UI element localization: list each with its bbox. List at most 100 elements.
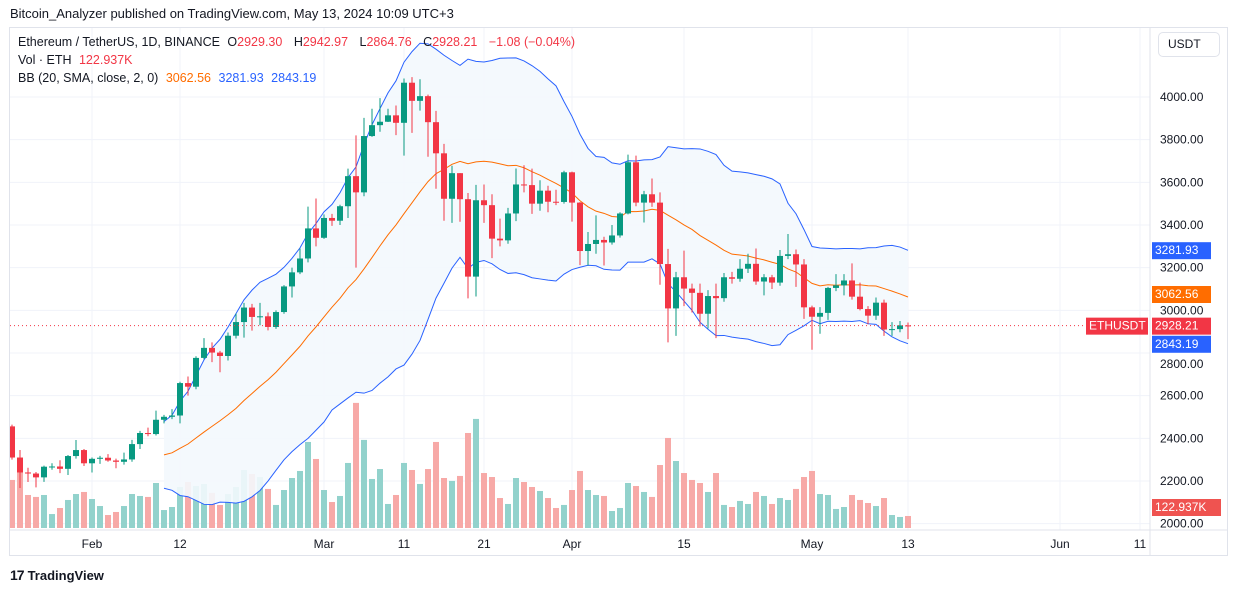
candle-body	[673, 277, 679, 309]
candle-body	[25, 472, 31, 474]
candle-body	[385, 115, 391, 122]
candle-body	[841, 280, 847, 286]
volume-bar	[833, 508, 839, 528]
candle-body	[257, 316, 263, 318]
tradingview-logo[interactable]: 17 TradingView	[10, 567, 104, 583]
candle	[881, 299, 887, 336]
candle-body	[337, 206, 343, 221]
change-value: −1.08 (−0.04%)	[488, 35, 576, 49]
volume-bar	[577, 470, 583, 528]
candle	[841, 274, 847, 296]
candle	[305, 206, 311, 263]
candle	[537, 180, 543, 211]
candle	[609, 224, 615, 245]
symbol-title[interactable]: Ethereum / TetherUS, 1D, BINANCE	[18, 35, 220, 49]
open-label: O	[227, 35, 238, 49]
bb-upper-line	[163, 42, 909, 422]
candle	[17, 450, 23, 489]
candle-body	[185, 383, 191, 387]
candle-body	[585, 243, 591, 252]
volume-bar	[609, 511, 615, 528]
volume-bar	[161, 510, 167, 528]
currency-button[interactable]: USDT	[1158, 32, 1220, 57]
volume-bar	[529, 486, 535, 528]
bb-basis-tag: 3062.56	[1155, 287, 1199, 301]
candle	[129, 439, 135, 462]
volume-bar	[137, 495, 143, 528]
candle	[873, 297, 879, 320]
candle-body	[225, 335, 231, 356]
candle-body	[417, 96, 423, 101]
volume-bar	[897, 516, 903, 528]
candle-body	[409, 82, 415, 101]
bb-basis-tag-bg	[1152, 286, 1211, 303]
candle-body	[641, 194, 647, 203]
volume-bar	[337, 495, 343, 528]
volume-bar	[105, 515, 111, 528]
volume-bar	[801, 477, 807, 528]
last-price-tag: 2928.21	[1155, 319, 1199, 333]
x-tick-label: 12	[173, 537, 187, 551]
volume-bar	[249, 473, 255, 528]
volume-bar	[49, 514, 55, 528]
candle-body	[473, 200, 479, 277]
candle	[265, 312, 271, 331]
candle-body	[161, 416, 167, 420]
volume-bar	[25, 494, 31, 528]
volume-bar	[81, 491, 87, 528]
candle	[633, 155, 639, 207]
bb-upper-value: 3281.93	[218, 71, 264, 85]
candle	[705, 290, 711, 329]
candle-body	[121, 459, 127, 462]
candle-body	[697, 292, 703, 314]
candle	[569, 171, 575, 222]
candle	[121, 452, 127, 465]
candle	[385, 108, 391, 122]
candle-body	[201, 347, 207, 358]
volume-bar	[10, 479, 15, 528]
volume-bar	[785, 499, 791, 528]
candle	[897, 320, 903, 333]
candle-body	[497, 238, 503, 241]
volume-bar	[393, 494, 399, 528]
volume-bar	[225, 494, 231, 528]
volume-bar	[273, 504, 279, 528]
bb-label[interactable]: BB (20, SMA, close, 2, 0)	[18, 71, 159, 85]
y-tick-label: 3200.00	[1160, 261, 1204, 275]
candle-body	[801, 264, 807, 308]
candle-body	[905, 325, 911, 327]
volume-bar	[881, 498, 887, 528]
volume-bar	[521, 482, 527, 528]
volume-bar	[865, 503, 871, 528]
volume-bar	[57, 507, 63, 528]
candle	[249, 303, 255, 331]
candle	[161, 414, 167, 424]
candle	[297, 248, 303, 275]
candle	[57, 460, 63, 474]
volume-bar	[361, 439, 367, 528]
candle-body	[505, 213, 511, 241]
candle-body	[513, 184, 519, 214]
candle	[833, 274, 839, 292]
candle-body	[217, 352, 223, 356]
candle-body	[145, 432, 151, 435]
candle	[457, 173, 463, 222]
candle	[185, 376, 191, 396]
candle	[433, 110, 439, 189]
candle-body	[297, 258, 303, 273]
candle	[905, 322, 911, 340]
candle-body	[425, 96, 431, 123]
volume-label[interactable]: Vol · ETH	[18, 53, 72, 67]
volume-bar	[41, 494, 47, 528]
candle	[889, 322, 895, 336]
candle-body	[833, 285, 839, 288]
symbol-legend: Ethereum / TetherUS, 1D, BINANCE O2929.3…	[18, 35, 579, 49]
candle	[497, 218, 503, 247]
volume-bar	[121, 506, 127, 528]
volume-bar	[113, 511, 119, 528]
volume-bar	[657, 465, 663, 528]
candle	[625, 154, 631, 215]
candle-body	[41, 466, 47, 478]
x-tick-label: May	[801, 537, 824, 551]
